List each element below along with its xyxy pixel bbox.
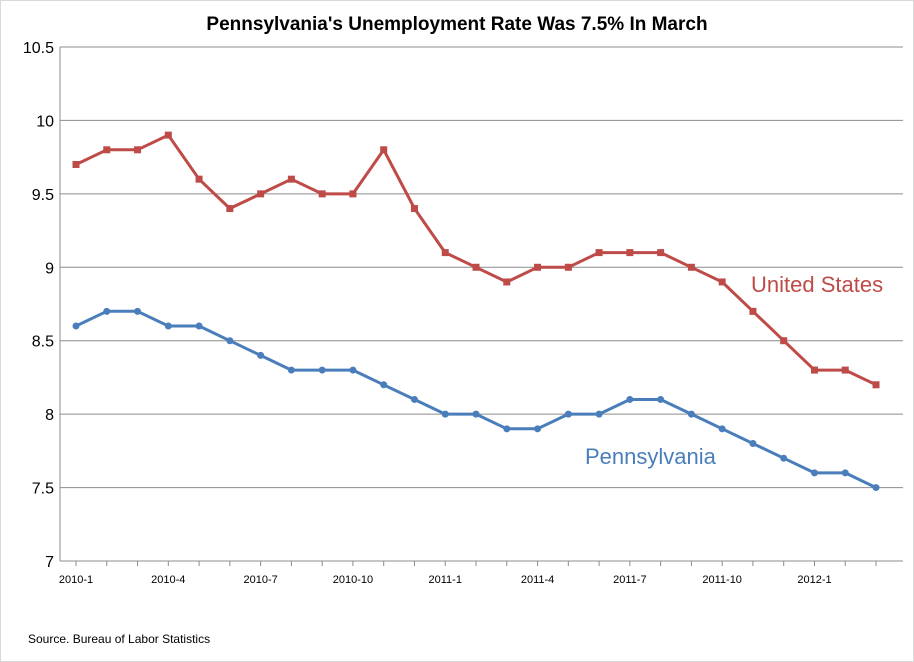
data-point: [841, 469, 849, 477]
data-point: [595, 410, 603, 418]
data-point: [410, 205, 418, 213]
data-point: [72, 322, 80, 330]
data-point: [626, 395, 634, 403]
x-tick-label: 2011-4: [521, 574, 554, 586]
series-line: [75, 133, 877, 387]
source-note: Source. Bureau of Labor Statistics: [28, 632, 211, 646]
data-point: [349, 366, 357, 374]
series-label: United States: [751, 272, 883, 297]
y-tick-label: 10.5: [23, 40, 54, 57]
data-point: [441, 410, 449, 418]
data-point: [503, 278, 511, 286]
data-point: [810, 366, 818, 374]
data-point: [195, 322, 203, 330]
data-point: [749, 307, 757, 315]
data-point: [657, 249, 665, 257]
x-tick-label: 2012-1: [797, 574, 831, 586]
x-tick-label: 2010-1: [59, 574, 93, 586]
y-tick-label: 8.5: [32, 334, 54, 351]
y-tick-label: 8: [45, 407, 54, 424]
data-point: [595, 249, 603, 257]
data-point: [810, 469, 818, 477]
data-point: [718, 278, 726, 286]
data-point: [257, 351, 265, 359]
x-tick-label: 2010-10: [333, 574, 373, 586]
data-point: [841, 366, 849, 374]
data-point: [534, 425, 542, 433]
data-point: [380, 381, 388, 389]
data-point: [134, 146, 142, 154]
data-point: [103, 146, 111, 154]
data-point: [103, 307, 111, 315]
data-point: [226, 337, 234, 345]
data-point: [226, 205, 234, 213]
data-point: [441, 249, 449, 257]
data-point: [872, 381, 880, 389]
y-tick-label: 9: [45, 260, 54, 277]
data-point: [195, 175, 203, 183]
data-point: [749, 440, 757, 448]
data-point: [287, 175, 295, 183]
data-point: [780, 454, 788, 462]
data-point: [780, 337, 788, 345]
data-point: [564, 263, 572, 271]
data-point: [503, 425, 511, 433]
y-tick-label: 9.5: [32, 187, 54, 204]
data-point: [657, 395, 665, 403]
x-tick-label: 2010-7: [243, 574, 277, 586]
data-point: [410, 395, 418, 403]
data-point: [287, 366, 295, 374]
data-point: [380, 146, 388, 154]
chart-title: Pennsylvania's Unemployment Rate Was 7.5…: [206, 14, 708, 35]
y-tick-label: 10: [36, 113, 54, 130]
series-line: [75, 309, 877, 489]
data-point: [164, 131, 172, 139]
data-point: [318, 366, 326, 374]
data-point: [534, 263, 542, 271]
data-point: [564, 410, 572, 418]
data-point: [472, 410, 480, 418]
x-tick-label: 2010-4: [151, 574, 185, 586]
series-label: Pennsylvania: [585, 444, 717, 469]
data-point: [72, 160, 80, 168]
y-tick-label: 7: [45, 554, 54, 571]
data-point: [257, 190, 265, 198]
data-point: [718, 425, 726, 433]
data-point: [687, 410, 695, 418]
data-point: [472, 263, 480, 271]
x-tick-label: 2011-10: [702, 574, 742, 586]
data-point: [164, 322, 172, 330]
data-point: [134, 307, 142, 315]
data-point: [872, 484, 880, 492]
data-point: [349, 190, 357, 198]
x-tick-label: 2011-7: [613, 574, 646, 586]
x-tick-label: 2011-1: [429, 574, 462, 586]
data-point: [318, 190, 326, 198]
data-point: [687, 263, 695, 271]
y-tick-label: 7.5: [32, 481, 54, 498]
data-point: [626, 249, 634, 257]
